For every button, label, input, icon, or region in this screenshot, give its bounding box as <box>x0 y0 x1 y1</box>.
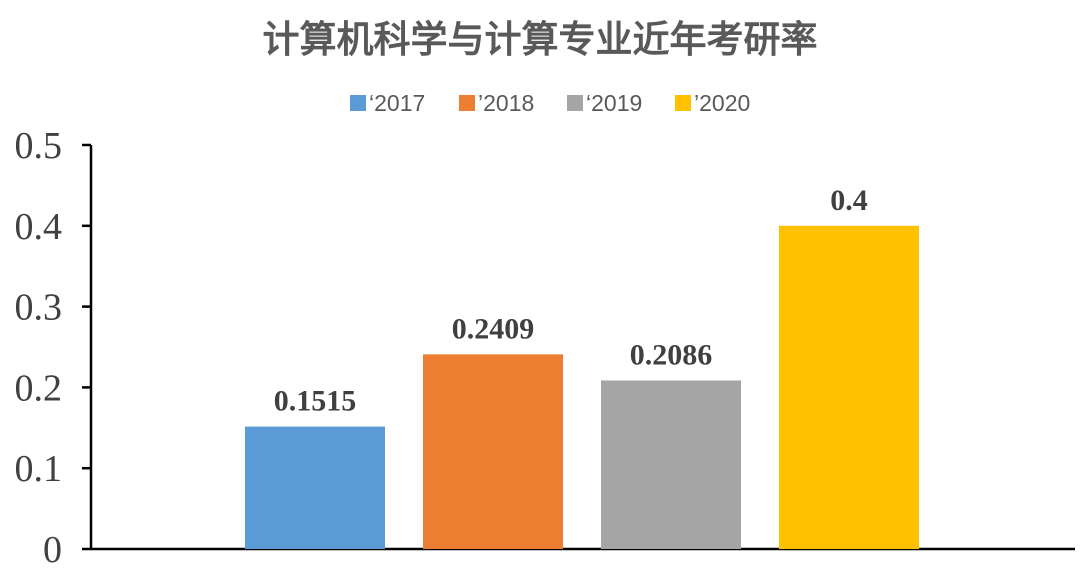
legend-label: ’2018 <box>478 90 534 116</box>
bar <box>245 426 385 549</box>
data-labels: 0.1515 0.2409 0.2086 0.4 <box>274 184 868 418</box>
legend-label: ‘2017 <box>369 90 425 116</box>
legend-swatch <box>459 95 475 111</box>
legend-label: ’2020 <box>694 90 750 116</box>
legend-label: ‘2019 <box>586 90 642 116</box>
y-tick-label: 0.1 <box>15 448 63 490</box>
legend-swatch <box>567 95 583 111</box>
bars <box>245 225 919 550</box>
y-axis: 0 0.1 0.2 0.3 0.4 0.5 <box>15 125 93 571</box>
data-label: 0.2409 <box>452 312 535 345</box>
legend: ‘2017 ’2018 ‘2019 ’2020 <box>350 90 750 116</box>
data-label: 0.4 <box>830 184 868 217</box>
legend-item: ’2020 <box>675 90 750 116</box>
y-tick-label: 0 <box>43 529 62 571</box>
bar <box>779 225 919 550</box>
legend-item: ‘2017 <box>350 90 425 116</box>
data-label: 0.2086 <box>630 338 713 371</box>
bar <box>423 354 563 549</box>
y-tick-label: 0.4 <box>15 206 63 248</box>
legend-swatch <box>675 95 691 111</box>
bar <box>601 380 741 549</box>
chart-title: 计算机科学与计算专业近年考研率 <box>263 18 818 61</box>
data-label: 0.1515 <box>274 385 357 418</box>
legend-swatch <box>350 95 366 111</box>
legend-item: ‘2019 <box>567 90 642 116</box>
y-tick-label: 0.5 <box>15 125 63 167</box>
y-tick-label: 0.2 <box>15 367 63 409</box>
legend-item: ’2018 <box>459 90 534 116</box>
y-tick-label: 0.3 <box>15 287 63 329</box>
